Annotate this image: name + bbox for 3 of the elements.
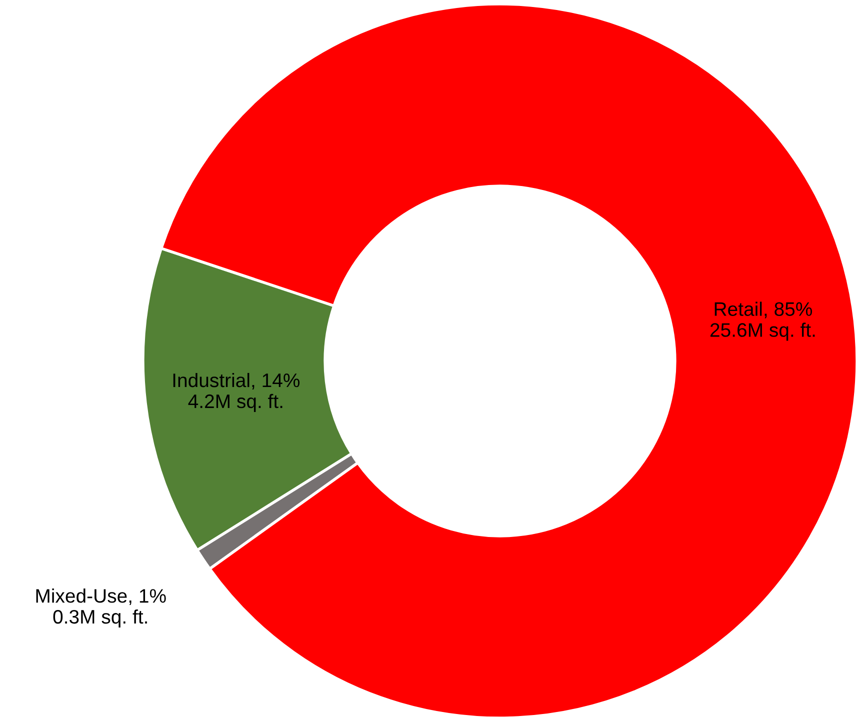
slice-label: Industrial, 14% 4.2M sq. ft. (173, 372, 300, 412)
slice-label: Mixed-Use, 1% 0.3M sq. ft. (36, 588, 166, 628)
slice-label: Retail, 85% 25.6M sq. ft. (710, 302, 815, 341)
